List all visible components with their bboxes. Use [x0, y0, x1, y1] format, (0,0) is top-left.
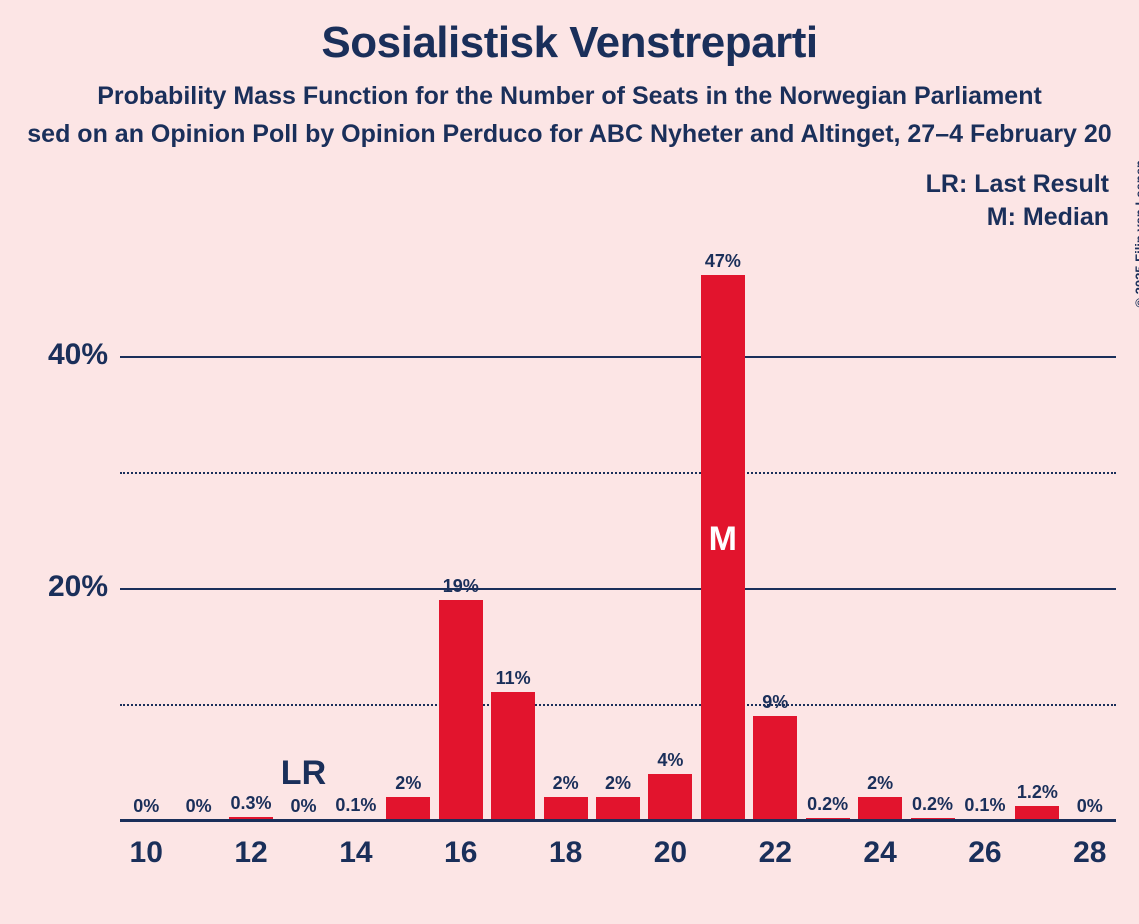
bar-value-label: 2% [553, 773, 579, 794]
bar-value-label: 11% [496, 668, 531, 689]
bar-value-label: 2% [395, 773, 421, 794]
bar-value-label: 19% [443, 576, 479, 597]
bar-value-label: 0% [133, 796, 159, 817]
bar-value-label: 0.3% [231, 793, 272, 814]
x-tick-label: 24 [863, 836, 896, 870]
x-tick-label: 28 [1073, 836, 1106, 870]
x-tick-label: 26 [968, 836, 1001, 870]
x-tick-label: 18 [549, 836, 582, 870]
grid-minor [120, 704, 1116, 706]
bar-value-label: 0.2% [807, 794, 848, 815]
bar [491, 692, 535, 820]
bar-value-label: 47% [705, 251, 741, 272]
bar [648, 774, 692, 820]
bar-value-label: 0% [186, 796, 212, 817]
chart-credit: © 2025 Filip van Laenen [1133, 160, 1139, 308]
bar-value-label: 1.2% [1017, 782, 1058, 803]
bar [439, 600, 483, 820]
x-axis-line [120, 819, 1116, 822]
grid-minor [120, 472, 1116, 474]
bar-value-label: 0.1% [335, 795, 376, 816]
bar-value-label: 4% [657, 750, 683, 771]
x-tick-label: 10 [130, 836, 163, 870]
bar [596, 797, 640, 820]
grid-major [120, 588, 1116, 590]
bar-value-label: 0% [290, 796, 316, 817]
chart-legend: LR: Last Result M: Median [926, 170, 1109, 236]
bar [858, 797, 902, 820]
plot-area: 20%40%0%0%0.3%0%LR0.1%2%19%11%2%2%4%M47%… [120, 240, 1116, 820]
bar-value-label: 2% [605, 773, 631, 794]
y-tick-label: 40% [28, 338, 108, 372]
x-tick-label: 14 [339, 836, 372, 870]
bar [753, 716, 797, 820]
bar-value-label: 0% [1077, 796, 1103, 817]
chart-subtitle2: sed on an Opinion Poll by Opinion Perduc… [0, 120, 1139, 149]
bar [1015, 806, 1059, 820]
x-tick-label: 12 [234, 836, 267, 870]
legend-lr: LR: Last Result [926, 170, 1109, 199]
x-tick-label: 20 [654, 836, 687, 870]
chart-title: Sosialistisk Venstreparti [0, 18, 1139, 68]
x-tick-label: 16 [444, 836, 477, 870]
bar-value-label: 0.1% [964, 795, 1005, 816]
bar-value-label: 0.2% [912, 794, 953, 815]
grid-major [120, 356, 1116, 358]
bar-value-label: 2% [867, 773, 893, 794]
x-tick-label: 22 [759, 836, 792, 870]
lr-marker: LR [281, 754, 326, 793]
chart-canvas: Sosialistisk Venstreparti Probability Ma… [0, 0, 1139, 924]
bar [386, 797, 430, 820]
legend-m: M: Median [926, 203, 1109, 232]
bar-value-label: 9% [762, 692, 788, 713]
chart-subtitle: Probability Mass Function for the Number… [0, 82, 1139, 111]
y-tick-label: 20% [28, 570, 108, 604]
bar [544, 797, 588, 820]
median-marker: M [709, 520, 737, 559]
